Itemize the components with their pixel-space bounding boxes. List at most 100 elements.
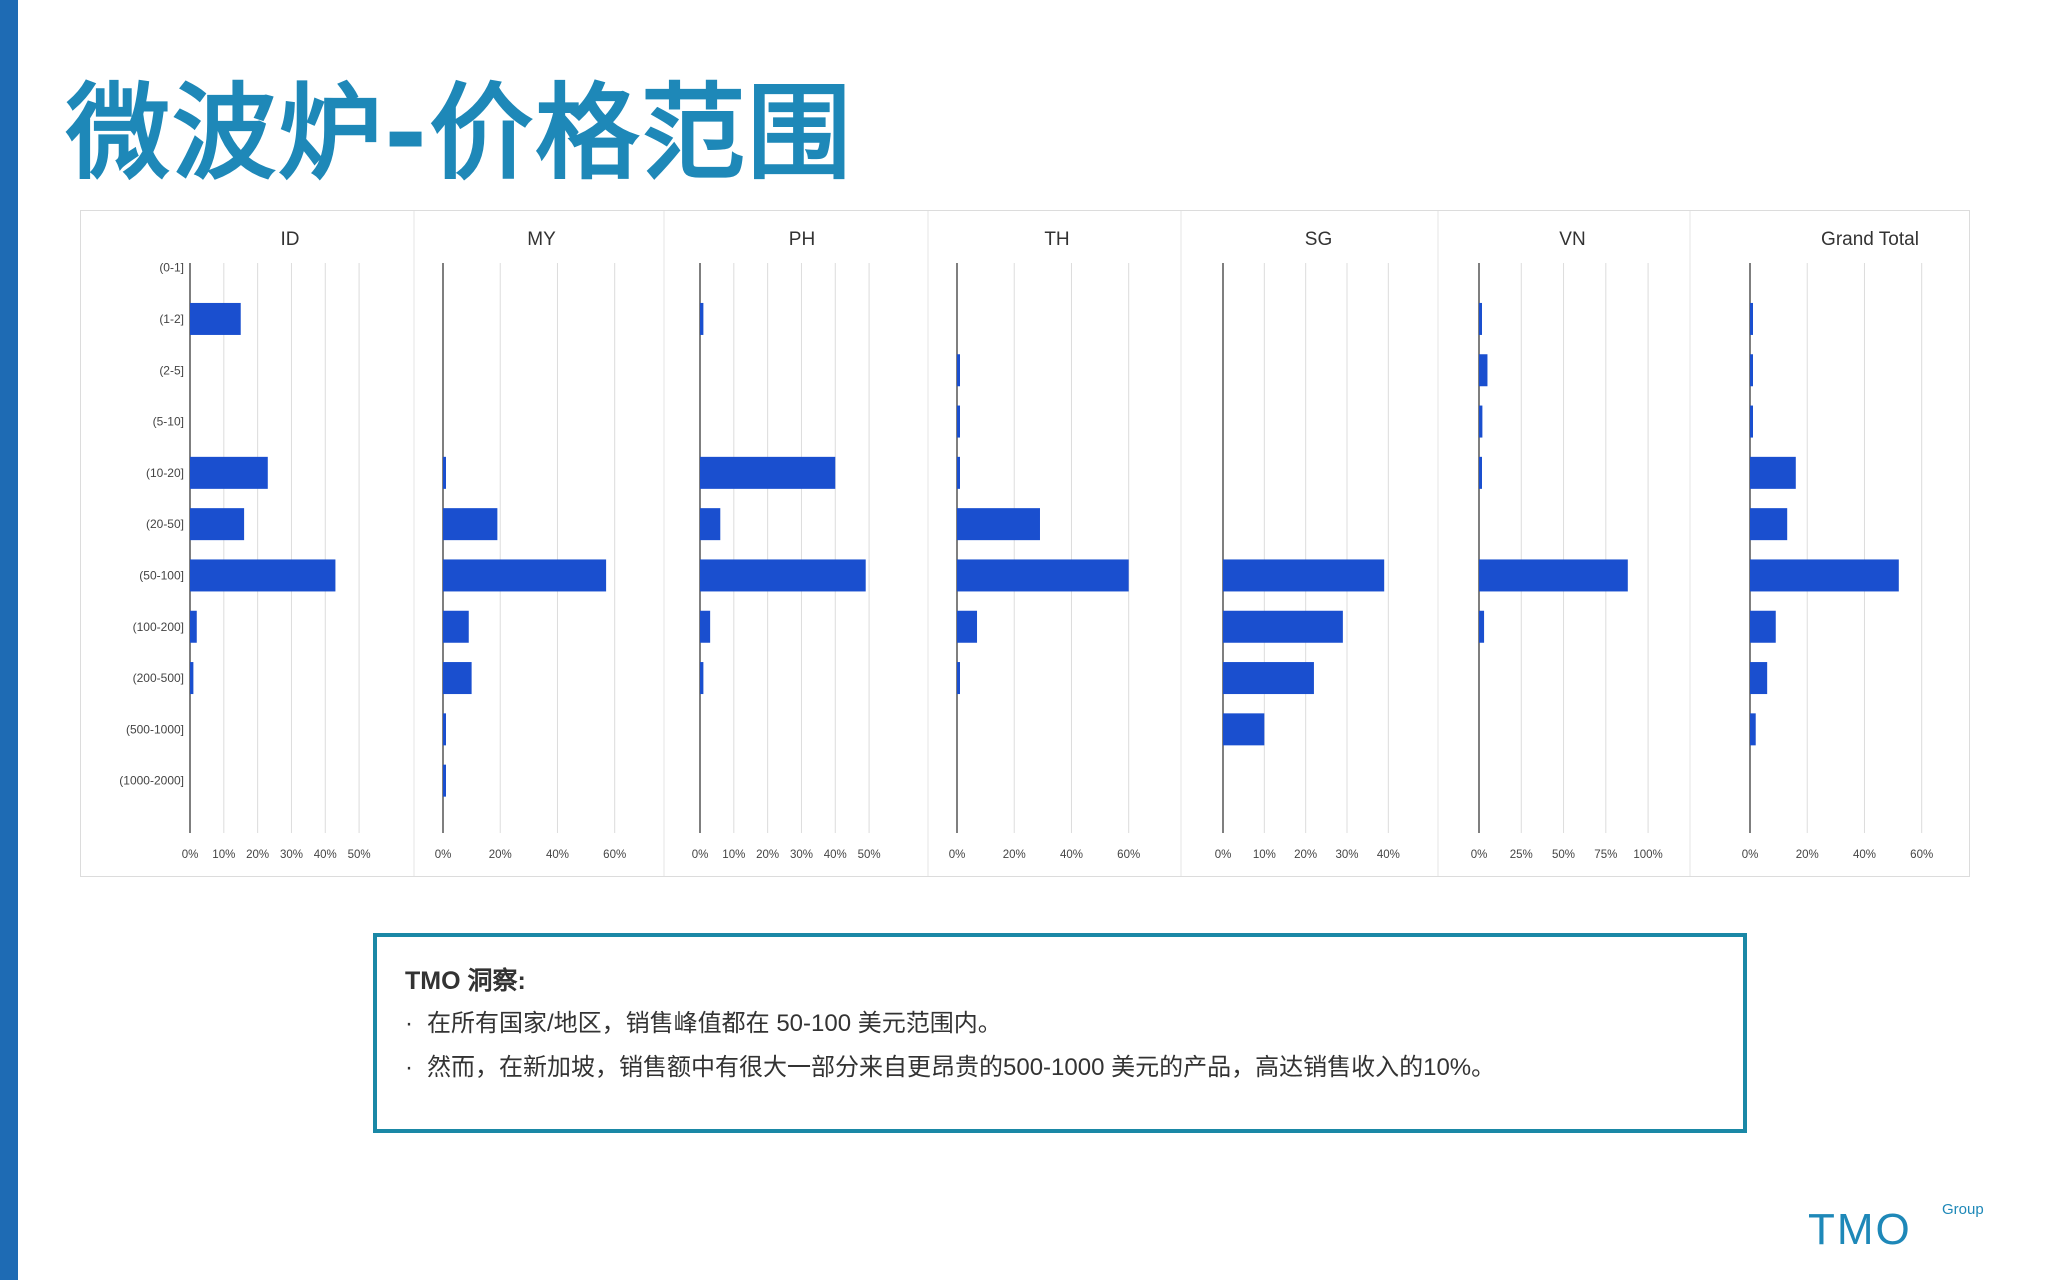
chart-frame: (0-1] (1-2] (2-5] (5-10] (10-20] (20-50] (50-1… [80, 210, 1970, 877]
tick-label: 50% [348, 849, 371, 861]
bar-vn [1479, 610, 1485, 643]
logo-main-text: TMO [1808, 1205, 1912, 1252]
tick-label: 20% [246, 849, 269, 861]
bar-id [190, 302, 241, 335]
bar-sg [1223, 610, 1343, 643]
bar-grand-total [1750, 302, 1753, 335]
bar-grand-total [1750, 456, 1796, 489]
bar-my [443, 662, 472, 695]
tick-label: 40% [546, 849, 569, 861]
panel-title: PH [789, 229, 815, 250]
tick-label: 0% [1215, 849, 1232, 861]
bar-ph [700, 302, 704, 335]
logo-sub-text: Group [1942, 1201, 1984, 1218]
panel-title: TH [1044, 229, 1069, 250]
bar-th [957, 405, 960, 438]
tick-label: 30% [1335, 849, 1358, 861]
bar-th [957, 610, 978, 643]
category-label: (10-20] [146, 466, 184, 480]
tick-label: 0% [182, 849, 199, 861]
tick-label: 10% [1253, 849, 1276, 861]
bar-ph [700, 610, 711, 643]
tick-label: 0% [692, 849, 709, 861]
left-accent-bar [0, 0, 18, 1280]
price-range-chart: (0-1] (1-2] (2-5] (5-10] (10-20] (20-50] (50-1… [119, 211, 1933, 876]
bar-th [957, 354, 960, 387]
bar-my [443, 508, 498, 541]
bar-sg [1223, 559, 1385, 592]
bar-ph [700, 456, 836, 489]
bar-id [190, 456, 268, 489]
tick-label: 20% [1796, 849, 1819, 861]
tick-label: 50% [858, 849, 881, 861]
bar-id [190, 662, 194, 695]
bar-sg [1223, 713, 1265, 746]
panel-title: MY [527, 229, 556, 250]
tick-label: 10% [722, 849, 745, 861]
category-label: (100-200] [133, 620, 184, 634]
bar-grand-total [1750, 354, 1753, 387]
tick-label: 50% [1552, 849, 1575, 861]
page-title: 微波炉-价格范围 [66, 72, 854, 194]
category-label: (2-5] [159, 363, 184, 377]
tick-label: 40% [824, 849, 847, 861]
bar-th [957, 662, 960, 695]
bar-vn [1479, 354, 1488, 387]
bar-id [190, 559, 336, 592]
bar-my [443, 456, 446, 489]
bar-id [190, 508, 245, 541]
bar-grand-total [1750, 405, 1753, 438]
bar-my [443, 559, 607, 592]
bar-grand-total [1750, 508, 1788, 541]
category-label: (200-500] [133, 671, 184, 685]
bar-th [957, 508, 1040, 541]
bar-ph [700, 559, 866, 592]
insight-box: TMO 洞察: · 在所有国家/地区，销售峰值都在 50-100 美元范围内。 ·… [373, 933, 1747, 1133]
bar-ph [700, 662, 704, 695]
panel-title: VN [1559, 229, 1585, 250]
tick-label: 75% [1594, 849, 1617, 861]
insight-bullet: · 在所有国家/地区，销售峰值都在 50-100 美元范围内。 [405, 1003, 1002, 1038]
tick-label: 25% [1510, 849, 1533, 861]
tick-label: 0% [1742, 849, 1759, 861]
bar-sg [1223, 662, 1314, 695]
bullet-dot: · [405, 1054, 413, 1081]
insight-bullet: · 然而，在新加坡，销售额中有很大一部分来自更昂贵的500-1000 美元的产品，… [405, 1047, 1495, 1082]
insight-title: TMO 洞察: [405, 967, 526, 995]
category-label: (5-10] [153, 415, 184, 429]
tick-label: 60% [603, 849, 626, 861]
tick-label: 20% [1003, 849, 1026, 861]
tick-label: 60% [1117, 849, 1140, 861]
bar-vn [1479, 405, 1483, 438]
tick-label: 40% [1853, 849, 1876, 861]
bar-ph [700, 508, 721, 541]
category-label: (500-1000] [126, 722, 184, 736]
tick-label: 40% [314, 849, 337, 861]
tick-label: 60% [1910, 849, 1933, 861]
tmo-group-logo: TMO Group [1808, 1201, 1984, 1252]
tick-label: 0% [1471, 849, 1488, 861]
bar-my [443, 610, 469, 643]
panel-title: SG [1305, 229, 1332, 250]
tick-label: 0% [435, 849, 452, 861]
insight-bullet-text: 然而，在新加坡，销售额中有很大一部分来自更昂贵的500-1000 美元的产品，高… [427, 1054, 1496, 1081]
bar-grand-total [1750, 559, 1899, 592]
tick-label: 10% [212, 849, 235, 861]
bar-vn [1479, 302, 1482, 335]
bar-grand-total [1750, 610, 1776, 643]
panel-title: Grand Total [1821, 229, 1919, 250]
bar-my [443, 764, 446, 797]
category-label: (50-100] [139, 568, 184, 582]
bar-grand-total [1750, 713, 1756, 746]
tick-label: 100% [1633, 849, 1662, 861]
bar-th [957, 559, 1129, 592]
category-label: (1-2] [159, 312, 184, 326]
bar-my [443, 713, 446, 746]
category-label: (0-1] [159, 261, 184, 275]
tick-label: 20% [489, 849, 512, 861]
bar-vn [1479, 456, 1482, 489]
tick-label: 40% [1377, 849, 1400, 861]
bar-id [190, 610, 197, 643]
category-label: (1000-2000] [119, 774, 184, 788]
bar-th [957, 456, 960, 489]
